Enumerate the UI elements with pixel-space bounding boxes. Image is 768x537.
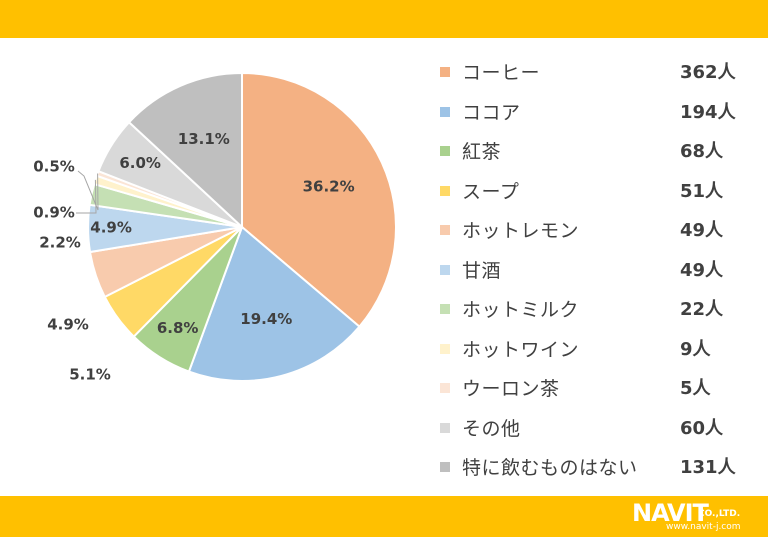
- legend-swatch: [440, 67, 450, 77]
- legend-item: その他 60人: [440, 412, 760, 452]
- legend-count: 5人: [680, 378, 711, 399]
- legend-item: コーヒー 362人: [440, 56, 760, 96]
- data-label-4: 5.1%: [69, 366, 111, 384]
- data-label-11: 13.1%: [178, 130, 230, 148]
- legend-item: 甘酒 49人: [440, 254, 760, 294]
- chart-legend: コーヒー 362人 ココア 194人 紅茶 68人 スープ 51人 ホットレモン 49人 甘酒 49人…: [440, 56, 760, 491]
- legend-swatch: [440, 146, 450, 156]
- logo-wordmark: NAVIT: [632, 499, 709, 527]
- legend-label: スープ: [462, 180, 520, 203]
- data-label-6: 4.9%: [90, 219, 132, 237]
- legend-count: 60人: [680, 417, 724, 439]
- legend-count: 362人: [680, 62, 736, 83]
- legend-item: ココア 194人: [440, 96, 760, 136]
- legend-item: 特に飲むものはない 131人: [440, 451, 760, 491]
- bottom-banner: [0, 496, 768, 537]
- legend-count: 194人: [680, 101, 736, 123]
- legend-swatch: [440, 304, 450, 314]
- legend-swatch: [440, 225, 450, 235]
- legend-item: ホットミルク 22人: [440, 293, 760, 333]
- legend-swatch: [440, 185, 450, 196]
- legend-swatch: [440, 106, 450, 117]
- legend-count: 22人: [680, 299, 724, 320]
- pie-slice-1: [241, 71, 397, 329]
- legend-swatch: [440, 264, 450, 275]
- legend-item: 紅茶 68人: [440, 135, 760, 175]
- legend-label: その他: [462, 417, 521, 440]
- legend-label: ココア: [462, 101, 521, 124]
- logo-url: www.navit-j.com: [666, 522, 741, 532]
- pie-slice-2: [187, 225, 361, 382]
- legend-count: 9人: [680, 338, 711, 360]
- logo-suffix: CO.,LTD.: [698, 509, 741, 519]
- data-label-2: 19.4%: [240, 310, 292, 328]
- legend-item: ホットワイン 9人: [440, 333, 760, 373]
- legend-count: 68人: [680, 141, 724, 162]
- leader-line-8: [76, 179, 97, 214]
- legend-item: ホットレモン 49人: [440, 214, 760, 254]
- legend-count: 131人: [680, 457, 736, 478]
- data-label-1: 36.2%: [303, 177, 355, 195]
- navit-logo: NAVIT CO.,LTD. www.navit-j.com: [632, 501, 762, 533]
- pie-chart: 36.2% 19.4% 6.8% 5.1% 4.9% 4.9% 2.2% 0.9% 0.5% 6.…: [33, 71, 397, 384]
- data-label-8: 0.9%: [33, 204, 75, 222]
- legend-swatch: [440, 383, 450, 393]
- data-label-10: 6.0%: [119, 154, 161, 172]
- legend-label: 特に飲むものはない: [462, 457, 638, 479]
- legend-swatch: [440, 343, 450, 354]
- data-label-3: 6.8%: [157, 319, 199, 337]
- legend-label: ウーロン茶: [462, 378, 560, 400]
- legend-swatch: [440, 422, 450, 433]
- legend-label: ホットミルク: [462, 299, 580, 321]
- pie-slice-11: [127, 71, 243, 230]
- legend-label: コーヒー: [462, 62, 541, 84]
- legend-count: 49人: [680, 220, 724, 241]
- legend-label: 甘酒: [462, 259, 502, 282]
- legend-label: ホットワイン: [462, 338, 580, 361]
- data-label-5: 4.9%: [47, 316, 89, 334]
- leader-line-9: [77, 170, 99, 211]
- legend-count: 51人: [680, 180, 724, 202]
- legend-label: 紅茶: [462, 141, 502, 163]
- data-label-7: 2.2%: [39, 234, 81, 252]
- data-label-9: 0.5%: [33, 158, 75, 176]
- legend-label: ホットレモン: [462, 220, 580, 242]
- top-banner: [0, 0, 768, 38]
- legend-item: スープ 51人: [440, 175, 760, 215]
- legend-count: 49人: [680, 259, 724, 281]
- legend-swatch: [440, 462, 450, 472]
- legend-item: ウーロン茶 5人: [440, 372, 760, 412]
